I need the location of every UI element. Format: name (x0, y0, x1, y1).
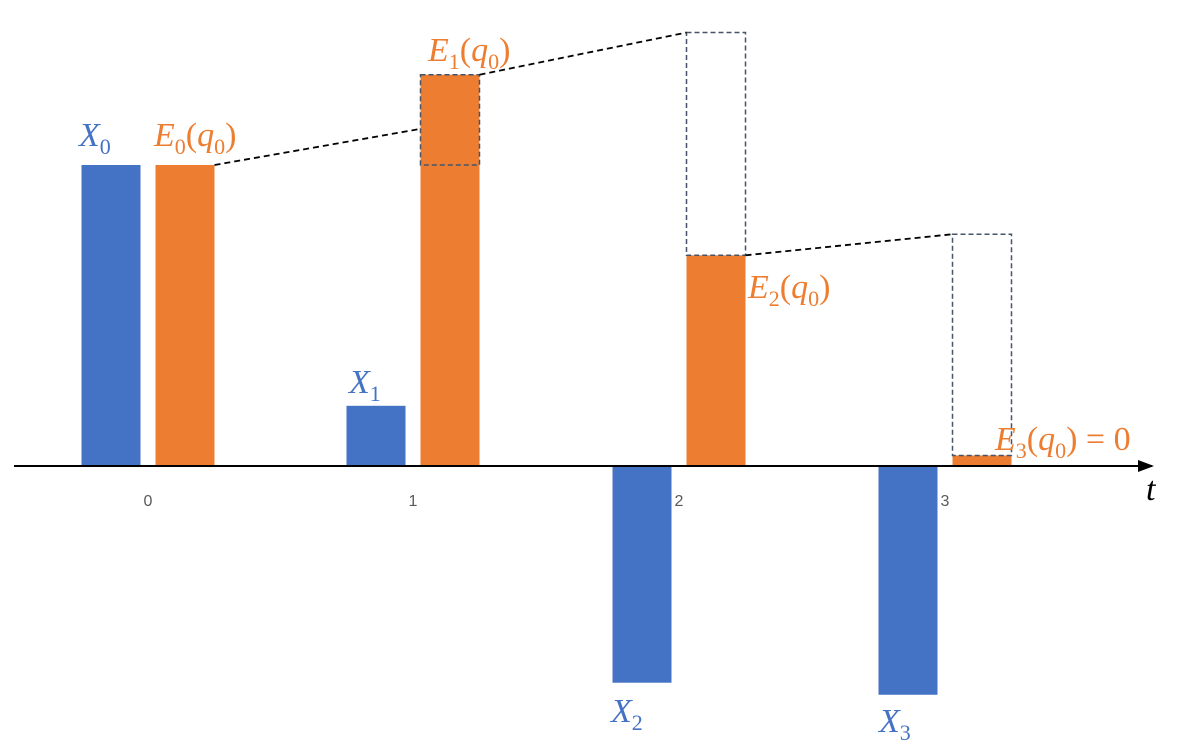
connector-line-0 (214, 127, 421, 166)
x-tick-label-2: 2 (675, 493, 684, 510)
bar-e-2 (686, 255, 746, 466)
bar-x-1 (346, 405, 406, 466)
bar-labels: X0 X1 X2 X3 E0(q0) E1(q0) E2(q0) E3(q0) = 0 (77, 32, 1131, 745)
label-x0: X0 (77, 117, 111, 159)
label-x2: X2 (609, 693, 643, 735)
x-tick-label-3: 3 (941, 493, 950, 510)
label-x1: X1 (347, 364, 381, 406)
label-x3: X3 (877, 703, 911, 745)
label-e1: E1(q0) (427, 32, 510, 74)
bar-x-0 (81, 165, 141, 466)
label-e3: E3(q0) = 0 (994, 421, 1131, 463)
x-tick-label-0: 0 (144, 493, 153, 510)
bar-x-3 (878, 466, 938, 695)
connector-line-2 (745, 233, 953, 257)
projection-box-1 (419, 73, 481, 166)
x-axis-title: t (1146, 471, 1157, 508)
bar-x-2 (612, 466, 672, 683)
bar-e-3 (952, 455, 1012, 466)
label-e2: E2(q0) (747, 269, 830, 311)
label-e0: E0(q0) (153, 117, 236, 159)
bar-e-1 (420, 74, 480, 466)
projection-box-3 (951, 233, 1013, 457)
connector-lines (214, 31, 953, 257)
x-tick-labels: 0 1 2 3 (144, 493, 950, 510)
bar-e-0 (155, 165, 215, 466)
bars (81, 74, 1012, 695)
connector-line-1 (479, 31, 687, 76)
projection-boxes (419, 31, 1013, 457)
x-tick-label-1: 1 (409, 493, 418, 510)
projection-box-2 (685, 31, 747, 257)
